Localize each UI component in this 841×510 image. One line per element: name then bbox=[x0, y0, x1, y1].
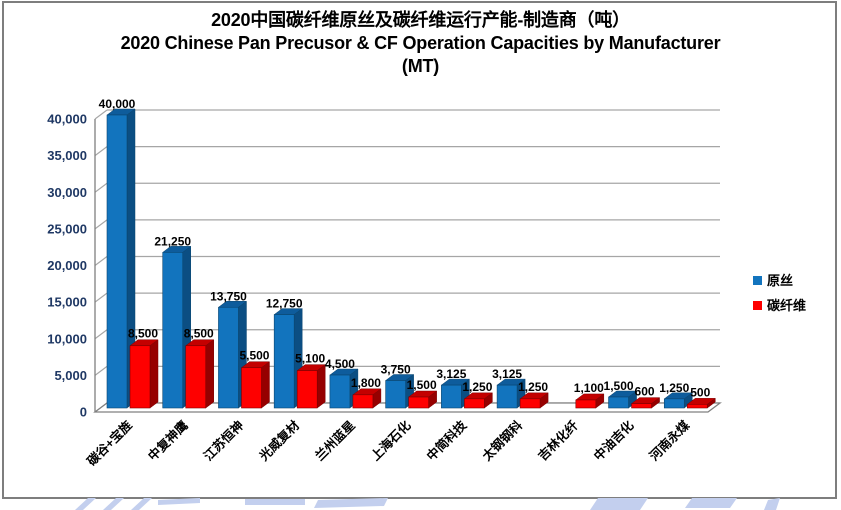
chart-frame bbox=[2, 1, 837, 499]
chart-title-en: 2020 Chinese Pan Precusor & CF Operation… bbox=[120, 33, 721, 53]
watermark-fragment bbox=[590, 498, 648, 510]
chart-title-block: 2020中国碳纤维原丝及碳纤维运行产能-制造商（吨） 2020 Chinese … bbox=[0, 9, 841, 78]
watermark-fragment bbox=[131, 498, 152, 510]
watermark-fragment bbox=[158, 498, 200, 505]
watermark-fragment bbox=[103, 498, 124, 510]
watermark-fragment bbox=[245, 499, 305, 505]
chart-title-unit: (MT) bbox=[401, 56, 440, 76]
watermark-fragment bbox=[764, 498, 780, 510]
watermark-fragment bbox=[685, 498, 737, 508]
watermark-fragment bbox=[75, 498, 96, 510]
chart-title-zh: 2020中国碳纤维原丝及碳纤维运行产能-制造商（吨） bbox=[211, 10, 630, 30]
watermark-fragment bbox=[314, 498, 388, 508]
